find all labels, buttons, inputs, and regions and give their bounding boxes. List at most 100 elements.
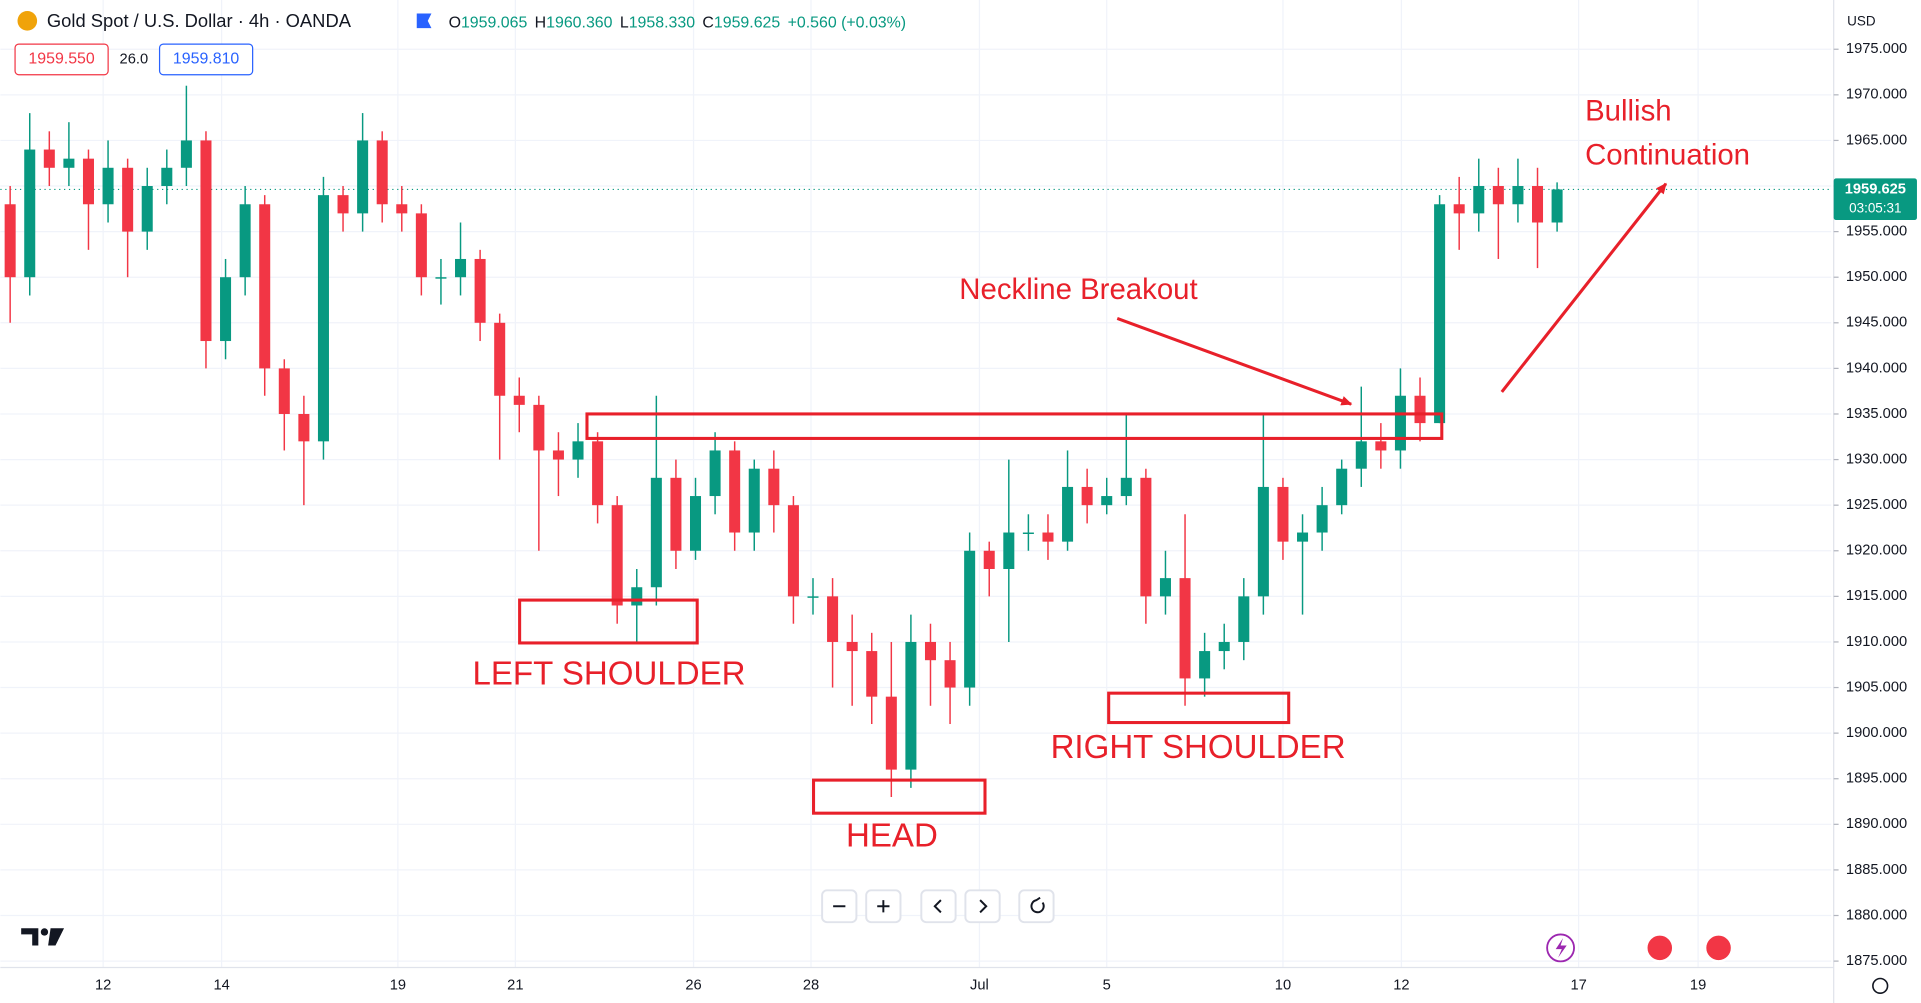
- candle-body: [689, 496, 702, 551]
- spread: 26.0: [120, 51, 149, 67]
- candle-body: [415, 213, 427, 278]
- candle-body: [1218, 641, 1230, 652]
- candle-body: [1199, 651, 1211, 679]
- x-tick-label: 26: [685, 978, 701, 994]
- candle-body: [357, 140, 369, 214]
- candle-body: [1179, 578, 1191, 679]
- countdown-label: 03:05:31: [1849, 201, 1901, 216]
- ask-box[interactable]: [158, 43, 254, 76]
- scroll-left-button[interactable]: [920, 889, 957, 924]
- y-tick-label: 1965.000: [1846, 132, 1907, 148]
- candle-body: [787, 505, 799, 597]
- settings-icon[interactable]: [1872, 977, 1889, 994]
- candle-body: [729, 450, 741, 533]
- grid: [0, 0, 1832, 968]
- candle-body: [650, 477, 662, 588]
- candle-body: [396, 204, 408, 214]
- candle-body: [141, 186, 153, 232]
- us-event-icon[interactable]: [1645, 933, 1675, 963]
- candle-body: [592, 441, 604, 506]
- candle-body: [611, 505, 623, 606]
- x-tick-label: 10: [1275, 978, 1291, 994]
- scroll-right-button[interactable]: [964, 889, 1001, 924]
- x-tick-label: 28: [803, 978, 819, 994]
- y-tick-label: 1880.000: [1846, 907, 1907, 923]
- candle-body: [1277, 486, 1289, 542]
- candle-body: [1473, 186, 1485, 214]
- candle-body: [4, 204, 16, 278]
- candle-body: [1453, 204, 1465, 214]
- y-tick-label: 1895.000: [1846, 771, 1907, 787]
- y-tick-label: 1910.000: [1846, 634, 1907, 650]
- x-tick-label: 14: [213, 978, 229, 994]
- bid-box[interactable]: [14, 43, 109, 76]
- candle-body: [905, 641, 917, 770]
- y-tick-label: 1935.000: [1846, 406, 1907, 422]
- x-tick-label: 5: [1103, 978, 1111, 994]
- candle-body: [1414, 395, 1426, 424]
- candle-body: [1042, 532, 1054, 542]
- right-icon: [979, 899, 988, 914]
- y-tick-label: 1975.000: [1846, 41, 1907, 57]
- reset-button[interactable]: [1018, 889, 1055, 924]
- candle-body: [807, 596, 819, 598]
- bullish-label: Bullish: [1585, 94, 1672, 127]
- y-tick-label: 1945.000: [1846, 315, 1907, 331]
- left-icon: [933, 899, 942, 914]
- y-tick-label: 1900.000: [1846, 725, 1907, 741]
- y-tick-label: 1925.000: [1846, 497, 1907, 513]
- candle-body: [1532, 186, 1544, 223]
- left-shoulder-box: [518, 598, 699, 645]
- us-event-icon[interactable]: [1703, 933, 1734, 963]
- left-shoulder-label: LEFT SHOULDER: [473, 656, 746, 693]
- candle-body: [748, 468, 760, 533]
- logo-part: [21, 928, 39, 946]
- candle-body: [122, 167, 134, 232]
- x-tick-label: 17: [1570, 978, 1586, 994]
- x-tick-label: 12: [1393, 978, 1409, 994]
- candle-body: [376, 140, 388, 205]
- candle-body: [1120, 477, 1132, 497]
- logo-part: [48, 928, 65, 946]
- candle-body: [455, 258, 467, 278]
- axes: 1875.000 1880.000 1885.000 1890.000 1895.000…: [95, 41, 1917, 994]
- candle-body: [1238, 596, 1250, 642]
- candle-body: [259, 204, 271, 369]
- candle-body: [533, 404, 545, 451]
- x-tick-label: 12: [95, 978, 111, 994]
- ohlc-value: 1959.625: [714, 14, 780, 31]
- candle-body: [1394, 395, 1406, 451]
- change: +0.560 (+0.03%): [788, 14, 907, 31]
- candle-body: [317, 195, 329, 442]
- candle-body: [964, 550, 976, 688]
- chart-title: Gold Spot / U.S. Dollar · 4h · OANDA: [47, 10, 352, 31]
- candle-body: [82, 158, 94, 205]
- ohlc-key: L: [620, 14, 629, 31]
- candle-body: [220, 277, 232, 342]
- candle-body: [944, 660, 956, 688]
- candle-body: [24, 149, 36, 278]
- y-tick-label: 1915.000: [1846, 588, 1907, 604]
- ohlc-key: O: [449, 14, 461, 31]
- x-tick-label: 19: [390, 978, 406, 994]
- logo-part: [40, 928, 49, 936]
- tradingview-logo: [21, 928, 65, 946]
- y-tick-label: 1970.000: [1846, 87, 1907, 103]
- candle-body: [1551, 189, 1563, 223]
- candle-body: [768, 468, 780, 506]
- candle-body: [435, 277, 447, 279]
- candle-body: [670, 477, 682, 551]
- candle-body: [337, 195, 349, 214]
- candle-body: [1434, 204, 1446, 424]
- y-tick-label: 1940.000: [1846, 360, 1907, 376]
- candle-body: [1492, 186, 1504, 205]
- candle-body: [1159, 578, 1171, 597]
- candle-body: [866, 651, 878, 697]
- candles: [4, 85, 1563, 797]
- candle-body: [846, 641, 858, 652]
- right-shoulder-label: RIGHT SHOULDER: [1051, 729, 1346, 766]
- y-tick-label: 1875.000: [1846, 953, 1907, 969]
- candle-body: [513, 395, 525, 405]
- candle-body: [474, 258, 486, 323]
